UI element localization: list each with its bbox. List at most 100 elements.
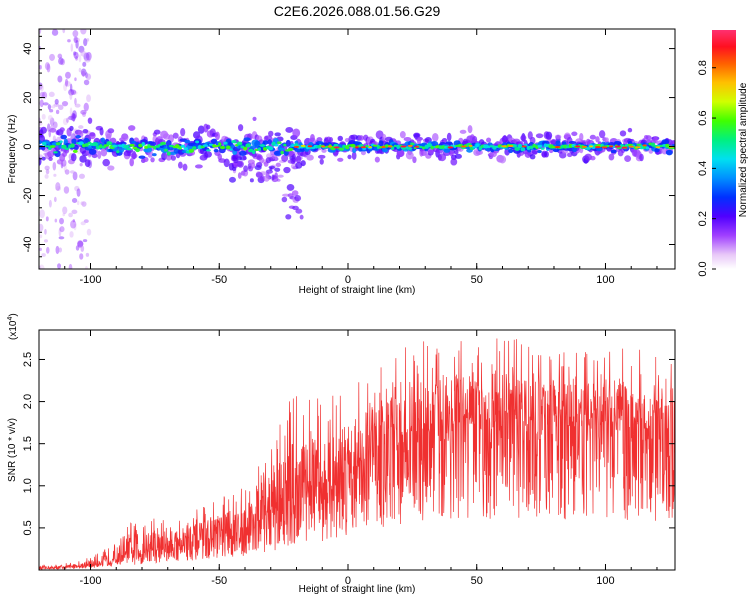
heatmap-cell: [160, 141, 167, 146]
heatmap-cell: [45, 169, 50, 175]
heatmap-cell: [39, 65, 42, 70]
heatmap-cell: [431, 132, 439, 142]
colorbar-ticks: 0.0 0.2 0.4 0.6 0.8: [697, 60, 716, 277]
heatmap-cell: [212, 144, 217, 148]
heatmap-cell: [344, 145, 350, 150]
heatmap-cell: [242, 155, 247, 161]
heatmap-cell: [120, 141, 127, 146]
heatmap-cell: [46, 63, 51, 73]
heatmap-cell: [44, 174, 49, 179]
heatmap-cell: [195, 140, 200, 144]
snr-x-tick-label: 100: [596, 575, 614, 587]
heatmap-cell: [53, 151, 58, 154]
snr-y-multiplier-exp: 4: [7, 317, 14, 321]
heatmap-cell: [80, 221, 86, 226]
heatmap-cell: [97, 150, 102, 160]
heatmap-cell: [450, 158, 458, 166]
snr-y-tick-label: 1.5: [22, 436, 34, 451]
heatmap-cell: [252, 116, 257, 121]
heatmap-cell: [163, 148, 168, 152]
heatmap-cell: [68, 212, 73, 218]
heatmap-cell: [177, 161, 183, 169]
heatmap-cell: [259, 144, 266, 147]
heatmap-cell: [39, 84, 44, 92]
heatmap-cell: [265, 157, 272, 164]
heatmap-cell: [225, 145, 231, 150]
spectrogram-x-tick-label: 100: [596, 274, 614, 286]
heatmap-cell: [262, 140, 269, 145]
heatmap-cell: [639, 153, 644, 162]
heatmap-cell: [76, 200, 80, 206]
heatmap-cell: [338, 147, 345, 151]
spectrogram-ticks: -100 -50 0 50 100 -40 -20 0 20 40: [22, 29, 675, 286]
heatmap-cell: [40, 126, 47, 134]
heatmap-cell: [229, 176, 236, 183]
heatmap-cell: [359, 143, 364, 147]
heatmap-cell: [59, 127, 65, 133]
heatmap-cell: [280, 150, 284, 155]
colorbar-tick-label: 0.6: [697, 110, 709, 125]
heatmap-cell: [368, 146, 372, 149]
heatmap-cell: [62, 206, 68, 215]
heatmap-cell: [39, 264, 45, 269]
heatmap-cell: [170, 155, 177, 161]
heatmap-cell: [39, 99, 44, 108]
heatmap-cell: [267, 139, 272, 145]
heatmap-cell: [52, 161, 57, 171]
heatmap-cell: [254, 148, 259, 152]
heatmap-cell: [69, 107, 73, 117]
heatmap-cell: [475, 150, 483, 155]
heatmap-cell: [214, 144, 220, 148]
heatmap-cell: [293, 145, 300, 148]
heatmap-cell: [59, 217, 64, 225]
heatmap-cell: [92, 141, 99, 147]
heatmap-cell: [426, 143, 433, 148]
heatmap-cell: [84, 143, 89, 147]
heatmap-cell: [107, 128, 115, 134]
heatmap-cell: [287, 147, 294, 151]
heatmap-cell: [180, 128, 186, 137]
heatmap-cell: [223, 158, 230, 168]
heatmap-cell: [410, 142, 415, 146]
heatmap-cell: [461, 145, 467, 148]
snr-frame: [38, 329, 676, 571]
heatmap-cell: [501, 145, 507, 148]
heatmap-cell: [78, 141, 84, 146]
spectrogram-x-tick-label: 0: [345, 274, 351, 286]
heatmap-cell: [153, 129, 161, 135]
heatmap-cell: [520, 147, 526, 152]
heatmap-cell: [70, 143, 75, 148]
heatmap-cell: [202, 144, 209, 147]
colorbar-gradient: [712, 30, 736, 269]
heatmap-cell: [360, 150, 366, 156]
colorbar-label: Normalized spectral amplitude: [738, 82, 749, 217]
heatmap-cell: [263, 175, 270, 182]
heatmap-cell: [210, 138, 218, 145]
heatmap-cell: [194, 164, 203, 169]
heatmap-cell: [78, 125, 84, 129]
heatmap-cell: [71, 209, 78, 215]
heatmap-cell: [387, 145, 393, 148]
heatmap-cell: [273, 150, 282, 156]
heatmap-cell: [567, 152, 573, 158]
heatmap-cell: [608, 153, 615, 161]
heatmap-cell: [73, 51, 79, 59]
heatmap-cell: [62, 29, 66, 34]
heatmap-cell: [310, 133, 315, 143]
heatmap-cell: [61, 100, 69, 107]
heatmap-cell: [619, 130, 627, 137]
heatmap-cell: [70, 220, 77, 229]
snr-y-tick-label: 0.5: [22, 520, 34, 535]
heatmap-cell: [213, 148, 219, 153]
heatmap-cell: [529, 154, 536, 160]
heatmap-cell: [70, 153, 77, 162]
heatmap-cell: [396, 144, 401, 149]
heatmap-cell: [86, 228, 92, 236]
heatmap-cell: [86, 73, 92, 80]
heatmap-cell: [381, 145, 386, 148]
colorbar-tick-label: 0.4: [697, 161, 709, 176]
spectrogram-frame: [38, 28, 676, 270]
heatmap-cell: [316, 137, 323, 143]
heatmap-cell: [71, 198, 78, 203]
